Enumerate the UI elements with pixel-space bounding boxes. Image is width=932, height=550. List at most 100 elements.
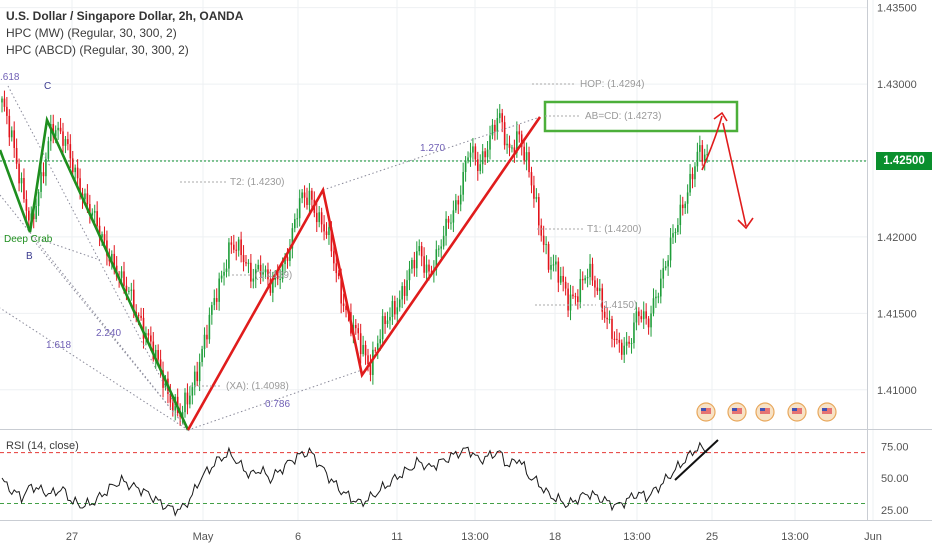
candle — [306, 197, 308, 205]
candle — [208, 314, 211, 340]
candle — [694, 166, 696, 180]
candle — [276, 272, 279, 280]
candle — [628, 341, 630, 344]
candle — [318, 212, 320, 223]
candle — [362, 344, 364, 355]
flag-icon — [792, 408, 797, 411]
harmonic-patterns — [0, 85, 754, 432]
candle — [13, 130, 15, 149]
candle — [374, 349, 377, 351]
candle — [618, 339, 621, 343]
pattern-annotations: .618 C Deep Crab B 2.240 1.618 1.270 0.786 HOP: … — [0, 72, 661, 410]
candle — [98, 225, 101, 238]
candlestick-series — [1, 90, 708, 426]
candle — [699, 145, 701, 152]
candle — [518, 131, 521, 135]
candle — [28, 210, 30, 221]
price-axis[interactable]: 1.435001.430001.425001.420001.415001.410… — [877, 3, 917, 397]
time-tick-label: 18 — [549, 531, 561, 543]
rsi-line — [1, 441, 708, 517]
candle — [247, 262, 250, 264]
candle — [189, 395, 191, 405]
flag-icon — [760, 408, 765, 411]
rsi-tick-label: 75.00 — [881, 441, 909, 453]
candle — [40, 172, 42, 192]
flag-icon — [822, 408, 827, 411]
candle — [242, 255, 245, 263]
candle — [198, 362, 201, 382]
level-label: T1: (1.4200) — [587, 224, 641, 235]
candle — [57, 127, 59, 131]
candle — [42, 172, 45, 177]
candle — [650, 313, 652, 328]
candle — [184, 392, 186, 413]
current-price-tag: 1.42500 — [876, 152, 932, 170]
candle — [89, 204, 91, 216]
pattern-guide — [0, 194, 189, 431]
candle — [428, 264, 430, 272]
candle — [96, 211, 98, 226]
candle — [677, 225, 679, 233]
candle — [623, 345, 625, 355]
price-tick-label: 1.43000 — [877, 79, 917, 91]
candle — [123, 271, 125, 286]
candle — [342, 303, 345, 306]
candle — [450, 222, 452, 224]
candle — [67, 139, 69, 145]
rsi-tick-label: 50.00 — [881, 473, 909, 485]
candle — [616, 338, 618, 340]
candle — [501, 113, 503, 123]
candle — [337, 273, 340, 277]
candle — [340, 276, 342, 304]
time-tick-label: 13:00 — [623, 531, 651, 543]
candle — [581, 278, 584, 281]
flag-icon — [701, 408, 706, 411]
candle — [496, 118, 499, 132]
indicator-hpc-mw: HPC (MW) (Regular, 30, 300, 2) — [6, 26, 177, 40]
candle — [59, 127, 62, 132]
time-axis[interactable]: 27 May 6 11 13:00 18 13:00 25 13:00 Jun — [0, 520, 932, 544]
candle — [18, 163, 20, 184]
candle — [303, 192, 306, 198]
candle — [455, 200, 457, 211]
candle — [25, 199, 28, 211]
candle — [154, 349, 157, 360]
pattern-label: 1.618 — [46, 340, 71, 351]
candle — [54, 130, 57, 137]
indicator-hpc-abcd: HPC (ABCD) (Regular, 30, 300, 2) — [6, 43, 189, 57]
candle — [6, 106, 8, 116]
candle — [259, 264, 262, 275]
candle — [681, 204, 684, 209]
candle — [37, 191, 40, 207]
candle — [203, 334, 206, 349]
candle — [657, 296, 660, 298]
flag-icon — [732, 408, 737, 411]
candle — [381, 316, 384, 340]
candle — [589, 263, 591, 278]
candle — [142, 317, 145, 339]
candle — [8, 115, 11, 138]
rsi-pane[interactable]: RSI (14, close) 75.00 50.00 25.00 — [0, 439, 909, 517]
candle — [564, 281, 567, 289]
candle — [435, 249, 438, 270]
candle — [491, 124, 494, 136]
candle — [389, 316, 391, 321]
candle — [413, 259, 416, 269]
candle — [664, 266, 667, 269]
candle — [625, 341, 628, 346]
candle — [50, 124, 52, 142]
price-tick-label: 1.41500 — [877, 308, 917, 320]
candle — [494, 124, 496, 132]
candle — [262, 272, 264, 275]
candle — [477, 159, 479, 172]
candle — [32, 213, 35, 220]
candle — [572, 294, 574, 297]
candle — [320, 212, 323, 225]
candle — [596, 287, 599, 292]
candle — [503, 122, 506, 146]
candle — [442, 235, 445, 247]
candle — [525, 152, 528, 161]
economic-event-icons[interactable] — [696, 402, 837, 422]
candle — [169, 393, 172, 403]
